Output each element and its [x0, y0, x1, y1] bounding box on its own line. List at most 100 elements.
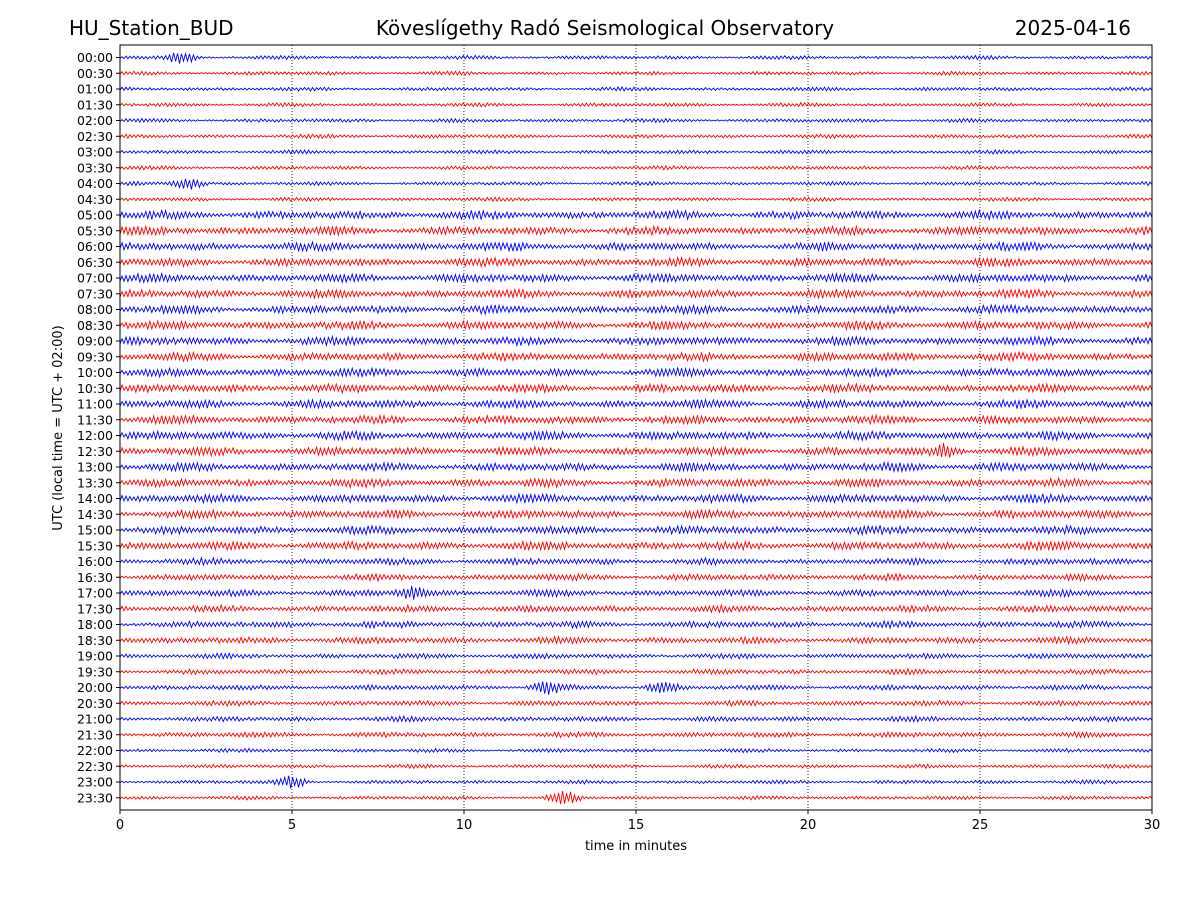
seismic-trace — [119, 240, 1153, 253]
seismic-trace — [119, 101, 1153, 108]
y-tick-label: 09:00 — [77, 334, 113, 349]
y-tick-label: 04:30 — [77, 192, 113, 207]
seismic-trace — [119, 603, 1153, 614]
y-tick-label: 21:30 — [77, 727, 113, 742]
y-tick-label: 22:00 — [77, 743, 113, 758]
x-axis-label: time in minutes — [585, 839, 687, 854]
seismic-trace — [119, 508, 1153, 521]
seismic-trace — [119, 476, 1153, 490]
chart-title: Köveslígethy Radó Seismological Observat… — [375, 16, 835, 40]
seismic-trace — [119, 699, 1153, 708]
y-tick-label: 15:30 — [77, 538, 113, 553]
seismic-trace — [119, 86, 1153, 92]
y-tick-label: 18:30 — [77, 633, 113, 648]
seismic-trace — [119, 366, 1153, 379]
y-tick-label: 05:30 — [77, 223, 113, 238]
y-tick-label: 08:00 — [77, 302, 113, 317]
y-tick-label: 00:00 — [77, 50, 113, 65]
y-tick-label: 18:00 — [77, 617, 113, 632]
y-tick-label: 01:00 — [77, 82, 113, 97]
y-tick-label: 17:30 — [77, 601, 113, 616]
y-tick-label: 07:30 — [77, 286, 113, 301]
seismic-trace — [119, 585, 1153, 600]
seismic-trace — [119, 523, 1153, 537]
y-tick-label: 15:00 — [77, 523, 113, 538]
seismic-trace — [119, 714, 1153, 723]
y-tick-label: 22:30 — [77, 759, 113, 774]
seismic-trace — [119, 492, 1153, 505]
x-axis-ticks: 0 5 10 15 20 25 30 — [116, 810, 1160, 833]
x-tick-label: 30 — [1144, 818, 1161, 833]
seismic-trace — [119, 255, 1153, 269]
seismic-trace — [119, 413, 1153, 426]
seismic-trace — [119, 681, 1153, 695]
grid-lines — [291, 45, 981, 810]
y-tick-label: 02:00 — [77, 113, 113, 128]
y-tick-label: 06:00 — [77, 239, 113, 254]
y-tick-label: 08:30 — [77, 318, 113, 333]
seismic-trace — [119, 350, 1153, 363]
seismic-trace — [119, 51, 1153, 64]
y-tick-label: 07:00 — [77, 271, 113, 286]
seismic-trace — [119, 442, 1153, 458]
y-tick-label: 23:30 — [77, 790, 113, 805]
seismic-trace — [119, 635, 1153, 646]
y-tick-label: 13:00 — [77, 460, 113, 475]
seismic-trace — [119, 775, 1153, 789]
seismic-trace — [119, 224, 1153, 237]
x-tick-label: 15 — [628, 818, 645, 833]
seismic-trace — [119, 791, 1153, 805]
x-tick-label: 25 — [972, 818, 989, 833]
seismic-trace — [119, 196, 1153, 203]
seismic-trace — [119, 397, 1153, 410]
x-tick-label: 0 — [116, 818, 124, 833]
y-tick-label: 19:00 — [77, 649, 113, 664]
y-tick-label: 21:00 — [77, 712, 113, 727]
seismic-trace — [119, 117, 1153, 124]
x-tick-label: 5 — [288, 818, 296, 833]
station-name: HU_Station_BUD — [69, 16, 234, 40]
y-tick-label: 12:30 — [77, 444, 113, 459]
y-tick-label: 12:00 — [77, 428, 113, 443]
x-tick-label: 10 — [456, 818, 473, 833]
y-tick-label: 11:30 — [77, 412, 113, 427]
seismic-trace — [119, 271, 1153, 284]
y-tick-label: 00:30 — [77, 66, 113, 81]
seismic-trace — [119, 208, 1153, 222]
seismic-trace — [119, 619, 1153, 630]
seismic-trace — [119, 319, 1153, 332]
seismic-trace — [119, 178, 1153, 190]
seismic-trace — [119, 303, 1153, 316]
seismic-trace — [119, 381, 1153, 395]
seismic-trace — [119, 460, 1153, 474]
chart-date: 2025-04-16 — [1014, 16, 1131, 40]
seismic-trace — [119, 667, 1153, 676]
seismic-trace — [119, 148, 1153, 155]
y-tick-label: 03:00 — [77, 145, 113, 160]
y-tick-label: 06:30 — [77, 255, 113, 270]
y-tick-label: 13:30 — [77, 475, 113, 490]
y-tick-label: 14:00 — [77, 491, 113, 506]
y-tick-label: 03:30 — [77, 160, 113, 175]
seismic-trace — [119, 334, 1153, 348]
y-tick-label: 16:00 — [77, 554, 113, 569]
x-tick-label: 20 — [800, 818, 817, 833]
seismic-trace — [119, 429, 1153, 442]
seismic-trace — [119, 747, 1153, 754]
trace-group — [119, 51, 1153, 805]
y-tick-label: 16:30 — [77, 570, 113, 585]
y-tick-label: 20:00 — [77, 680, 113, 695]
y-tick-label: 11:00 — [77, 397, 113, 412]
y-tick-label: 20:30 — [77, 696, 113, 711]
y-tick-label: 17:00 — [77, 586, 113, 601]
y-axis-label: UTC (local time = UTC + 02:00) — [51, 325, 66, 530]
y-axis-ticks: 00:0000:3001:0001:3002:0002:3003:0003:30… — [77, 50, 120, 805]
seismic-trace — [119, 70, 1153, 77]
y-tick-label: 01:30 — [77, 97, 113, 112]
seismic-trace — [119, 652, 1153, 660]
y-tick-label: 02:30 — [77, 129, 113, 144]
seismic-trace — [119, 556, 1153, 567]
seismic-trace — [119, 287, 1153, 300]
seismic-trace — [119, 730, 1153, 739]
